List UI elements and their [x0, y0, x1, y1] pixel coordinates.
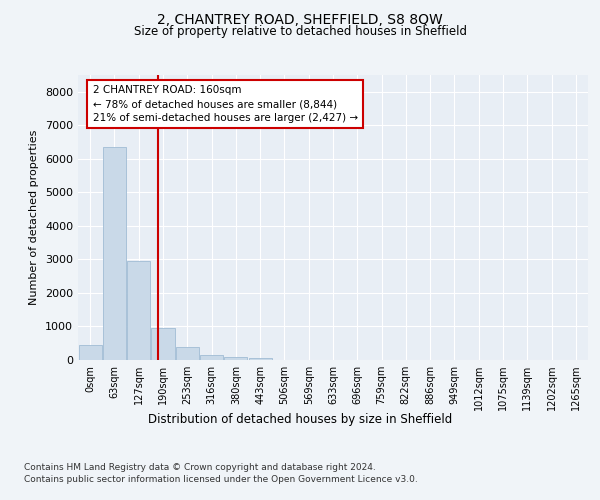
Text: Contains HM Land Registry data © Crown copyright and database right 2024.: Contains HM Land Registry data © Crown c… — [24, 462, 376, 471]
Bar — [151, 328, 175, 360]
Bar — [79, 345, 101, 360]
Text: Distribution of detached houses by size in Sheffield: Distribution of detached houses by size … — [148, 412, 452, 426]
Text: 2, CHANTREY ROAD, SHEFFIELD, S8 8QW: 2, CHANTREY ROAD, SHEFFIELD, S8 8QW — [157, 12, 443, 26]
Text: Contains public sector information licensed under the Open Government Licence v3: Contains public sector information licen… — [24, 475, 418, 484]
Bar — [176, 348, 199, 360]
Bar — [224, 357, 247, 360]
Text: Size of property relative to detached houses in Sheffield: Size of property relative to detached ho… — [133, 25, 467, 38]
Bar — [248, 358, 272, 360]
Text: 2 CHANTREY ROAD: 160sqm
← 78% of detached houses are smaller (8,844)
21% of semi: 2 CHANTREY ROAD: 160sqm ← 78% of detache… — [92, 85, 358, 123]
Bar — [127, 261, 150, 360]
Bar — [200, 354, 223, 360]
Y-axis label: Number of detached properties: Number of detached properties — [29, 130, 40, 305]
Bar — [103, 147, 126, 360]
